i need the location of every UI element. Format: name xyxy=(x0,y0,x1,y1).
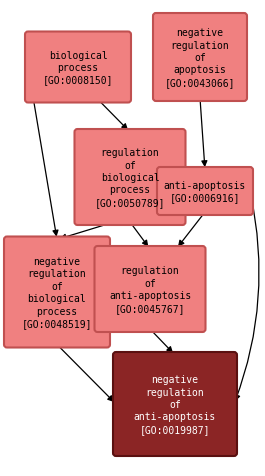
Text: anti-apoptosis
[GO:0006916]: anti-apoptosis [GO:0006916] xyxy=(164,180,246,203)
FancyBboxPatch shape xyxy=(113,352,237,456)
FancyBboxPatch shape xyxy=(74,130,186,226)
FancyBboxPatch shape xyxy=(157,168,253,216)
Text: negative
regulation
of
apoptosis
[GO:0043066]: negative regulation of apoptosis [GO:004… xyxy=(165,28,235,88)
Text: negative
regulation
of
biological
process
[GO:0048519]: negative regulation of biological proces… xyxy=(22,257,92,328)
Text: regulation
of
biological
process
[GO:0050789]: regulation of biological process [GO:005… xyxy=(95,148,165,208)
FancyBboxPatch shape xyxy=(4,237,110,348)
Text: biological
process
[GO:0008150]: biological process [GO:0008150] xyxy=(43,50,113,85)
Text: regulation
of
anti-apoptosis
[GO:0045767]: regulation of anti-apoptosis [GO:0045767… xyxy=(109,266,191,313)
FancyBboxPatch shape xyxy=(25,32,131,103)
FancyBboxPatch shape xyxy=(95,247,205,332)
FancyBboxPatch shape xyxy=(153,14,247,102)
Text: negative
regulation
of
anti-apoptosis
[GO:0019987]: negative regulation of anti-apoptosis [G… xyxy=(134,375,216,434)
